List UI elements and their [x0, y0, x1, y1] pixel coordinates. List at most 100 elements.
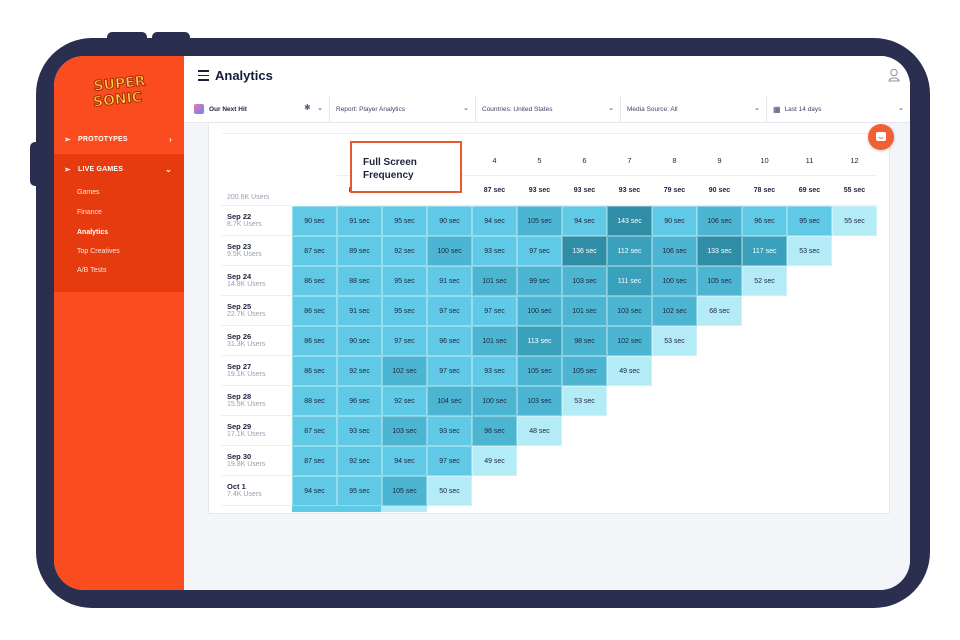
sidebar-item-top-creatives[interactable]: Top Creatives [77, 248, 120, 255]
cohort-cell[interactable]: 86 sec [292, 356, 337, 386]
cohort-cell[interactable]: 97 sec [517, 236, 562, 266]
cohort-cell[interactable]: 87 sec [292, 446, 337, 476]
cohort-cell[interactable]: 90 sec [292, 206, 337, 236]
cohort-cell[interactable]: 55 sec [832, 206, 877, 236]
cohort-cell[interactable]: 102 sec [652, 296, 697, 326]
cohort-cell[interactable]: 91 sec [337, 206, 382, 236]
cohort-cell[interactable]: 117 sec [742, 236, 787, 266]
cohort-cell[interactable]: 86 sec [292, 326, 337, 356]
column-header[interactable]: 7 [607, 146, 652, 176]
cohort-cell[interactable]: 103 sec [562, 266, 607, 296]
column-header[interactable]: 9 [697, 146, 742, 176]
cohort-cell[interactable]: 90 sec [427, 206, 472, 236]
column-header[interactable]: 6 [562, 146, 607, 176]
cohort-cell[interactable]: 52 sec [742, 266, 787, 296]
cohort-cell[interactable]: 96 sec [337, 386, 382, 416]
cohort-cell[interactable]: 103 sec [382, 416, 427, 446]
column-header[interactable]: 11 [787, 146, 832, 176]
cohort-cell[interactable]: 133 sec [697, 236, 742, 266]
cohort-cell[interactable]: 105 sec [562, 356, 607, 386]
cohort-cell[interactable]: 48 sec [517, 416, 562, 446]
cohort-cell[interactable]: 90 sec [337, 326, 382, 356]
cohort-cell[interactable]: 94 sec [472, 206, 517, 236]
cohort-cell[interactable]: 93 sec [337, 416, 382, 446]
cohort-cell[interactable]: 88 sec [292, 386, 337, 416]
chat-button[interactable] [868, 124, 894, 150]
cohort-cell[interactable]: 89 sec [337, 236, 382, 266]
cohort-cell[interactable]: 50 sec [427, 476, 472, 506]
cohort-cell[interactable]: 95 sec [382, 206, 427, 236]
cohort-cell[interactable]: 113 sec [517, 326, 562, 356]
cohort-cell[interactable]: 91 sec [337, 296, 382, 326]
cohort-cell[interactable]: 93 sec [427, 416, 472, 446]
cohort-cell[interactable]: 95 sec [382, 296, 427, 326]
cohort-cell[interactable]: 86 sec [292, 266, 337, 296]
cohort-cell[interactable]: 87 sec [292, 236, 337, 266]
cohort-cell[interactable]: 90 sec [652, 206, 697, 236]
cohort-cell[interactable]: 97 sec [472, 296, 517, 326]
cohort-cell[interactable]: 93 sec [472, 236, 517, 266]
cohort-cell[interactable]: 143 sec [607, 206, 652, 236]
cohort-cell[interactable]: 106 sec [652, 236, 697, 266]
cohort-cell[interactable]: 103 sec [607, 296, 652, 326]
cohort-cell[interactable]: 96 sec [742, 206, 787, 236]
menu-icon[interactable] [198, 70, 209, 84]
countries-dropdown[interactable]: Countries: United States ⌄ [476, 96, 621, 122]
cohort-cell[interactable]: 97 sec [382, 326, 427, 356]
cohort-cell[interactable]: 95 sec [337, 476, 382, 506]
cohort-cell[interactable]: 94 sec [382, 446, 427, 476]
cohort-cell[interactable]: 105 sec [697, 266, 742, 296]
column-header[interactable]: 8 [652, 146, 697, 176]
nav-live-games[interactable]: ➢ LIVE GAMES ⌄ [54, 154, 184, 184]
cohort-cell[interactable]: 101 sec [472, 326, 517, 356]
cohort-cell[interactable]: 99 sec [517, 266, 562, 296]
sidebar-item-ab-tests[interactable]: A/B Tests [77, 267, 107, 274]
column-header[interactable]: 12 [832, 146, 877, 176]
cohort-cell[interactable]: 101 sec [472, 266, 517, 296]
cohort-cell[interactable]: 100 sec [652, 266, 697, 296]
cohort-cell[interactable]: 92 sec [337, 446, 382, 476]
cohort-cell[interactable]: 100 sec [472, 386, 517, 416]
cohort-cell[interactable]: 105 sec [382, 476, 427, 506]
cohort-cell[interactable]: 94 sec [292, 476, 337, 506]
report-dropdown[interactable]: Report: Player Analytics ⌄ [330, 96, 476, 122]
cohort-cell[interactable]: 53 sec [787, 236, 832, 266]
cohort-cell[interactable]: 102 sec [607, 326, 652, 356]
cohort-cell[interactable]: 95 sec [787, 206, 832, 236]
sidebar-item-finance[interactable]: Finance [77, 209, 102, 216]
cohort-cell[interactable]: 100 sec [517, 296, 562, 326]
cohort-cell[interactable]: 49 sec [472, 446, 517, 476]
cohort-cell[interactable]: 87 sec [292, 416, 337, 446]
cohort-cell[interactable]: 100 sec [427, 236, 472, 266]
cohort-cell[interactable]: 49 sec [607, 356, 652, 386]
column-header[interactable]: 10 [742, 146, 787, 176]
cohort-cell[interactable]: 91 sec [427, 266, 472, 296]
cohort-cell[interactable]: 92 sec [382, 236, 427, 266]
cohort-cell[interactable]: 106 sec [697, 206, 742, 236]
cohort-cell[interactable]: 97 sec [427, 446, 472, 476]
cohort-cell[interactable]: 98 sec [562, 326, 607, 356]
user-icon[interactable] [888, 68, 900, 82]
cohort-cell[interactable]: 95 sec [382, 266, 427, 296]
sidebar-item-analytics[interactable]: Analytics [77, 229, 109, 236]
game-selector[interactable]: Our Next Hit ✱ ⌄ [184, 96, 330, 122]
cohort-cell[interactable]: 98 sec [472, 416, 517, 446]
date-range-dropdown[interactable]: ▦ Last 14 days ⌄ [767, 96, 910, 122]
sidebar-item-games[interactable]: Games [77, 189, 100, 196]
cohort-cell[interactable]: 105 sec [517, 206, 562, 236]
media-source-dropdown[interactable]: Media Source: All ⌄ [621, 96, 767, 122]
cohort-cell[interactable]: 112 sec [607, 236, 652, 266]
cohort-cell[interactable]: 102 sec [382, 356, 427, 386]
cohort-cell[interactable]: 92 sec [337, 356, 382, 386]
cohort-cell[interactable]: 96 sec [427, 326, 472, 356]
cohort-cell[interactable]: 111 sec [607, 266, 652, 296]
cohort-cell[interactable]: 94 sec [562, 206, 607, 236]
cohort-cell[interactable]: 97 sec [427, 356, 472, 386]
cohort-cell[interactable]: 101 sec [562, 296, 607, 326]
cohort-cell[interactable]: 53 sec [562, 386, 607, 416]
column-header[interactable]: 4 [472, 146, 517, 176]
column-header[interactable]: 5 [517, 146, 562, 176]
cohort-cell[interactable]: 86 sec [292, 296, 337, 326]
cohort-cell[interactable]: 104 sec [427, 386, 472, 416]
cohort-cell[interactable]: 136 sec [562, 236, 607, 266]
